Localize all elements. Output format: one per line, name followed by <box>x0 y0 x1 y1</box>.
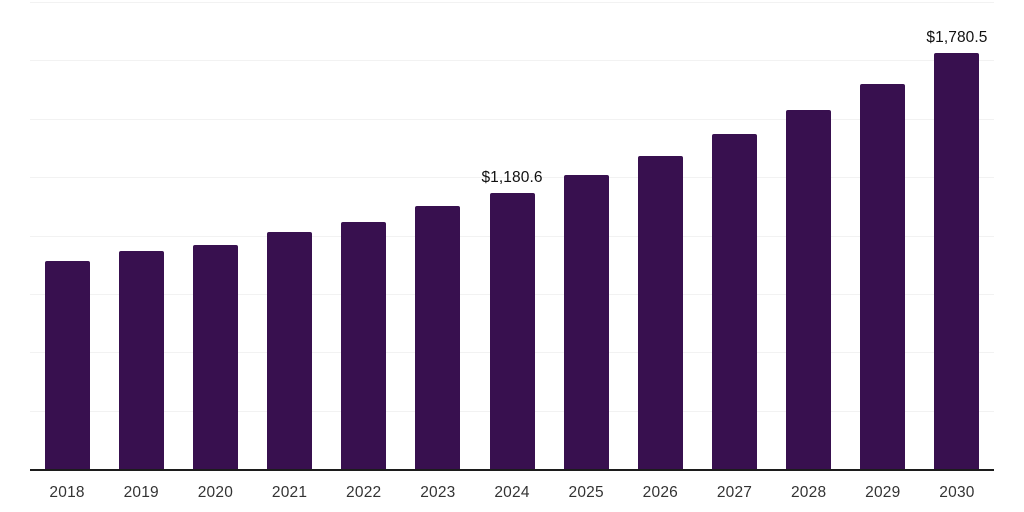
bar-group-2024: $1,180.6 <box>475 2 549 469</box>
x-tick-label-2018: 2018 <box>49 484 85 501</box>
bar-2021 <box>267 232 313 469</box>
x-tick-label-2020: 2020 <box>197 484 234 501</box>
bar-group-2022 <box>327 2 401 469</box>
x-tick-label-2027: 2027 <box>716 484 753 501</box>
bar-2020 <box>192 244 238 469</box>
data-label-2030: $1,780.5 <box>926 29 988 47</box>
x-tick-label-2023: 2023 <box>420 484 456 501</box>
x-tick-label-2024: 2024 <box>494 484 530 501</box>
x-axis-tick-labels: 2018 2019 2020 2021 2022 2023 2024 2025 2026 2027… <box>30 484 994 502</box>
x-tick-label-2025: 2025 <box>568 484 604 501</box>
gridline <box>30 2 994 3</box>
bar-group-2020 <box>178 2 252 469</box>
x-tick-label-2030: 2030 <box>939 484 975 501</box>
bar-2026 <box>637 155 683 469</box>
bar-2025 <box>563 174 609 469</box>
gridline <box>30 60 994 62</box>
x-tick-label-2026: 2026 <box>642 484 678 501</box>
bar-group-2021 <box>252 2 326 469</box>
x-tick-label-2021: 2021 <box>271 484 308 501</box>
bar-group-2025 <box>549 2 623 469</box>
bar-2019 <box>118 250 164 469</box>
x-tick-label-2019: 2019 <box>123 484 159 501</box>
bar-2024 <box>489 193 535 469</box>
data-label-2024: $1,180.6 <box>481 169 543 187</box>
bar-group-2019 <box>104 2 178 469</box>
x-axis-line <box>30 469 994 471</box>
bar-group-2018 <box>30 2 104 469</box>
bars-row: $1,180.6 $1,780.5 <box>30 2 994 469</box>
bar-group-2029 <box>846 2 920 469</box>
bar-2028 <box>786 109 832 469</box>
bar-group-2030: $1,780.5 <box>920 2 994 469</box>
bar-2023 <box>415 205 461 469</box>
bar-2022 <box>341 221 387 469</box>
bar-group-2023 <box>401 2 475 469</box>
x-tick-label-2028: 2028 <box>790 484 827 501</box>
bar-group-2028 <box>772 2 846 469</box>
bar-2018 <box>44 261 90 469</box>
bar-2029 <box>860 84 906 469</box>
bar-2027 <box>711 134 757 469</box>
bar-group-2027 <box>697 2 771 469</box>
x-tick-label-2029: 2029 <box>865 484 901 501</box>
x-tick-label-2022: 2022 <box>346 484 382 501</box>
gridline <box>30 177 994 179</box>
bar-2030 <box>934 53 980 469</box>
gridline <box>30 118 994 120</box>
plot-area: $1,180.6 $1,780.5 <box>30 2 994 470</box>
bar-group-2026 <box>623 2 697 469</box>
